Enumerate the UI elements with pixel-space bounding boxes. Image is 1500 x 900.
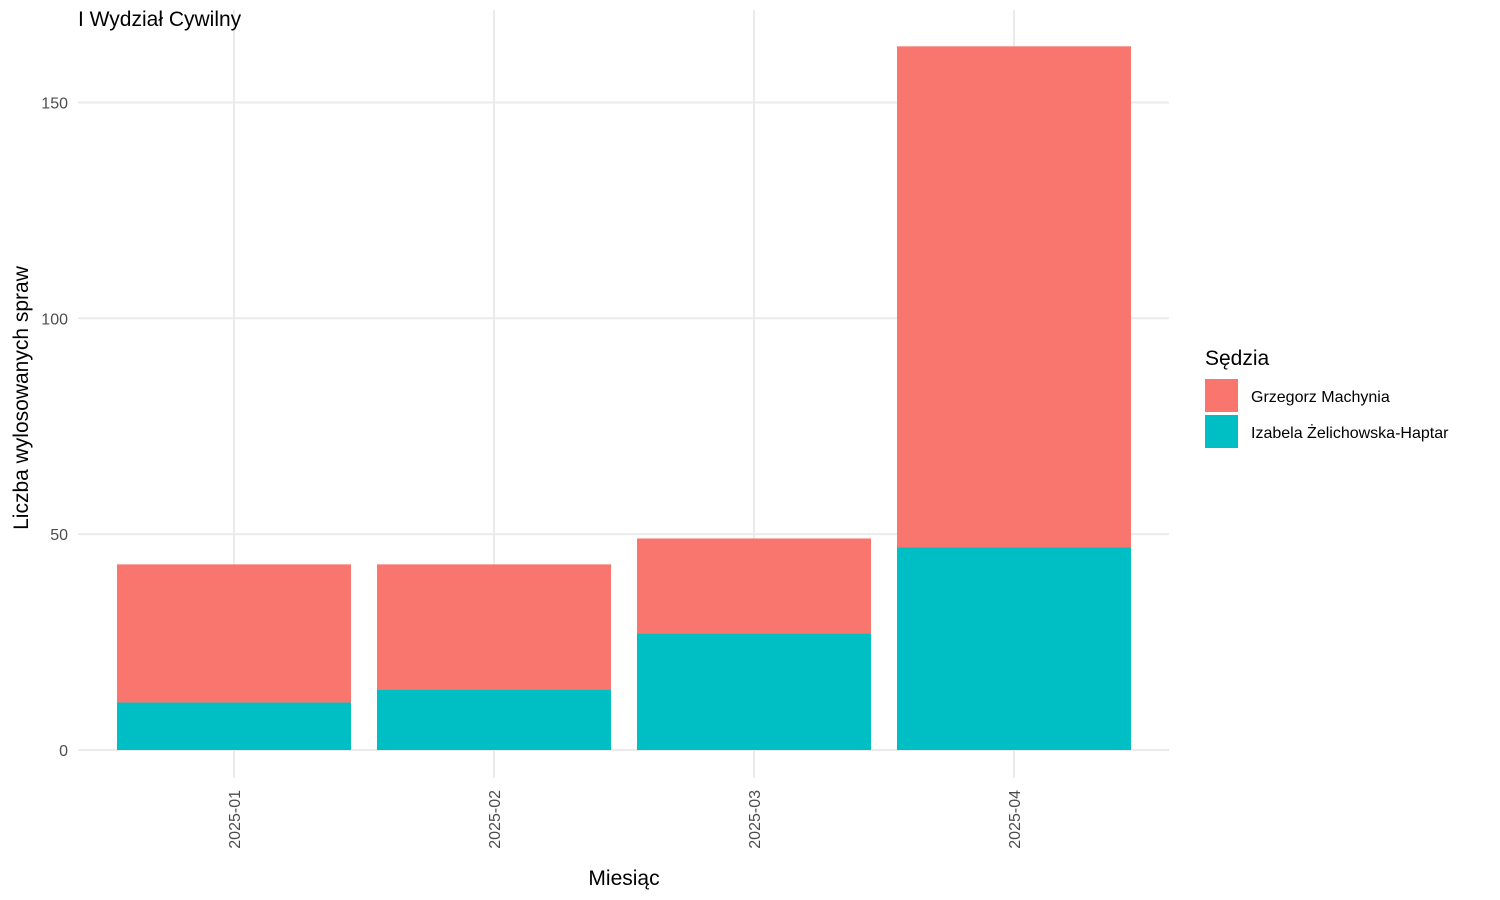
bar-segment — [637, 633, 871, 750]
legend-label: Izabela Żelichowska-Haptar — [1251, 423, 1449, 442]
y-tick-label: 150 — [41, 95, 68, 112]
x-tick-label: 2025-03 — [747, 790, 764, 849]
bar-segment — [897, 46, 1131, 548]
bar-segment — [377, 689, 611, 750]
x-tick-label: 2025-02 — [487, 790, 504, 849]
legend: Sędzia Grzegorz Machynia Izabela Żelichow… — [1205, 347, 1449, 448]
legend-swatch — [1205, 415, 1238, 448]
legend-label: Grzegorz Machynia — [1251, 389, 1390, 406]
bar-segment — [117, 564, 351, 703]
legend-swatch — [1205, 379, 1238, 412]
x-axis-title: Miesiąc — [588, 867, 659, 890]
bar-segment — [637, 538, 871, 634]
y-tick-label: 50 — [50, 527, 68, 544]
bar-segment — [117, 702, 351, 750]
y-tick-label: 100 — [41, 311, 68, 328]
y-axis-title: Liczba wylosowanych spraw — [10, 265, 33, 530]
bars — [117, 46, 1131, 750]
y-tick-label: 0 — [59, 743, 68, 760]
y-axis-ticks: 0 50 100 150 — [41, 95, 68, 760]
bar-segment — [377, 564, 611, 690]
legend-title: Sędzia — [1205, 347, 1270, 370]
legend-items: Grzegorz Machynia Izabela Żelichowska-Hap… — [1205, 379, 1449, 448]
x-tick-label: 2025-04 — [1007, 790, 1024, 849]
x-axis-ticks: 2025-01 2025-02 2025-03 2025-04 — [227, 790, 1024, 849]
x-tick-label: 2025-01 — [227, 790, 244, 849]
chart-title: I Wydział Cywilny — [78, 8, 242, 31]
bar-segment — [897, 547, 1131, 750]
